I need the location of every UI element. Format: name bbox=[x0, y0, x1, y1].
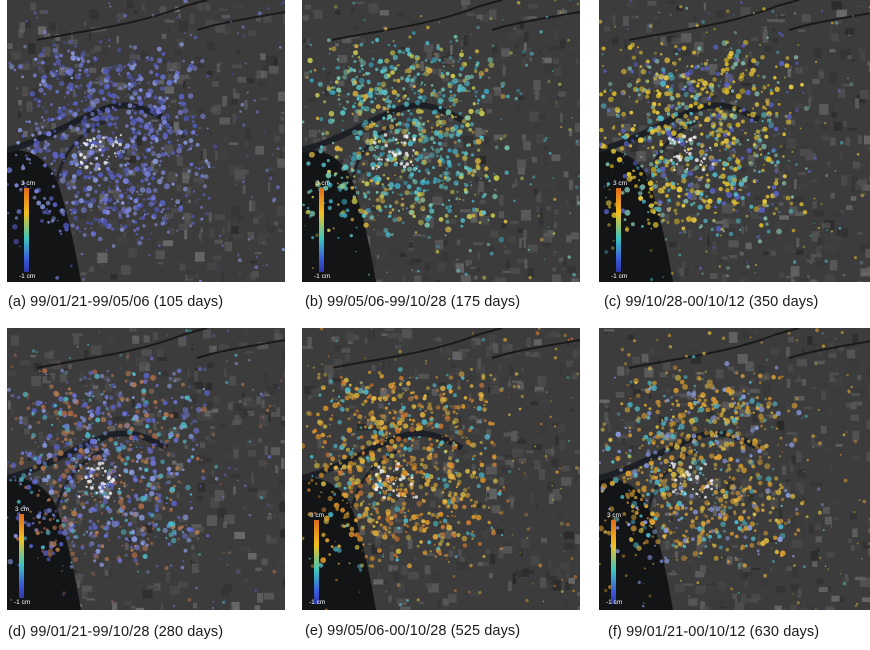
colorbar-bottom-label-a: -1 cm bbox=[19, 273, 36, 280]
colorbar-bottom-label-b: -1 cm bbox=[314, 273, 331, 280]
caption-f: (f) 99/01/21-00/10/12 (630 days) bbox=[608, 624, 820, 640]
colorbar-top-label-e: 3 cm bbox=[310, 512, 325, 519]
colorbar-b bbox=[319, 188, 324, 272]
caption-b: (b) 99/05/06-99/10/28 (175 days) bbox=[305, 294, 521, 310]
colorbar-bottom-label-f: -1 cm bbox=[606, 599, 623, 606]
caption-c: (c) 99/10/28-00/10/12 (350 days) bbox=[604, 294, 819, 310]
sar-image-e: 3 cm -1 cm bbox=[302, 328, 580, 610]
colorbar-d bbox=[19, 514, 24, 598]
caption-a: (a) 99/01/21-99/05/06 (105 days) bbox=[8, 294, 224, 310]
caption-e: (e) 99/05/06-00/10/28 (525 days) bbox=[305, 623, 521, 639]
colorbar-top-label-d: 3 cm bbox=[15, 506, 30, 513]
colorbar-c bbox=[616, 188, 621, 272]
sar-image-f: 3 cm -1 cm bbox=[599, 328, 870, 610]
colorbar-a bbox=[24, 188, 29, 272]
sar-image-c: 3 cm -1 cm bbox=[599, 0, 870, 282]
colorbar-top-label-b: 3 cm bbox=[316, 180, 331, 187]
colorbar-top-label-a: 3 cm bbox=[21, 180, 36, 187]
sar-image-d: 3 cm -1 cm bbox=[7, 328, 285, 610]
sar-image-a: 3 cm -1 cm bbox=[7, 0, 285, 282]
colorbar-top-label-f: 3 cm bbox=[607, 512, 622, 519]
sar-image-b: 3 cm -1 cm bbox=[302, 0, 580, 282]
colorbar-bottom-label-e: -1 cm bbox=[309, 599, 326, 606]
colorbar-bottom-label-c: -1 cm bbox=[611, 273, 628, 280]
colorbar-f bbox=[611, 520, 616, 604]
caption-d: (d) 99/01/21-99/10/28 (280 days) bbox=[8, 624, 224, 640]
colorbar-e bbox=[314, 520, 319, 604]
colorbar-top-label-c: 3 cm bbox=[613, 180, 628, 187]
colorbar-bottom-label-d: -1 cm bbox=[14, 599, 31, 606]
